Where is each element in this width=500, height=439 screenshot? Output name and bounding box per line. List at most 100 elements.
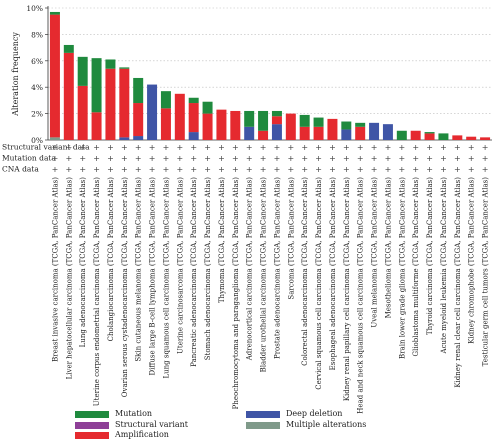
track-marker: + <box>343 165 350 174</box>
track-marker: + <box>371 154 378 163</box>
bar-deep-deletion-skin-cutaneous-melanoma <box>133 136 144 140</box>
y-tick-label: 0% <box>31 136 43 145</box>
track-marker: + <box>190 165 197 174</box>
x-tick-label-liver-hepatocellular-carcinoma: Liver hepatocellular carcinoma (TCGA, Pa… <box>65 177 73 380</box>
track-marker: + <box>412 165 419 174</box>
track-marker: + <box>371 165 378 174</box>
bar-deep-deletion-ovarian-serous-cystadenocarcinoma <box>119 137 130 140</box>
bar-amplification-kidney-renal-clear-cell-carcinoma <box>452 135 463 140</box>
track-marker: + <box>79 165 86 174</box>
track-marker: + <box>426 165 433 174</box>
track-marker: + <box>329 165 336 174</box>
track-marker: + <box>176 143 183 152</box>
y-axis-label: Alteration frequency <box>11 32 20 117</box>
track-marker: + <box>163 165 170 174</box>
legend-label-multiple-alterations: Multiple alterations <box>286 420 367 429</box>
bar-mutation-liver-hepatocellular-carcinoma <box>63 44 74 53</box>
bar-mutation-pancreatic-adenocarcinoma <box>188 97 199 104</box>
bar-amplification-breast-invasive-carcinoma <box>49 14 60 138</box>
track-marker: + <box>163 154 170 163</box>
track-marker: + <box>426 154 433 163</box>
track-marker: + <box>385 165 392 174</box>
x-tick-label-thyroid-carcinoma: Thyroid carcinoma (TCGA, PanCancer Atlas… <box>426 177 434 335</box>
track-marker: + <box>440 143 447 152</box>
track-marker: + <box>301 154 308 163</box>
bar-mutation-cervical-squamous-cell-carcinoma <box>313 117 324 127</box>
track-marker: + <box>204 154 211 163</box>
track-marker: + <box>93 165 100 174</box>
track-marker: + <box>315 165 322 174</box>
track-marker: + <box>357 165 364 174</box>
bar-mutation-thyroid-carcinoma <box>424 132 435 134</box>
bar-amplification-sarcoma <box>285 113 296 140</box>
track-marker: + <box>482 143 489 152</box>
bar-amplification-esophageal-adenocarcinoma <box>327 118 338 140</box>
bar-amplification-uterine-carcinosarcoma <box>174 93 185 140</box>
track-marker: + <box>135 143 142 152</box>
track-marker: + <box>301 165 308 174</box>
legend-item-structural-variant: Structural variant <box>75 420 188 429</box>
track-marker: + <box>398 143 405 152</box>
x-tick-label-bladder-urothelial-carcinoma: Bladder urothelial carcinoma (TCGA, PanC… <box>260 177 268 373</box>
track-marker: + <box>232 143 239 152</box>
bar-amplification-cervical-squamous-cell-carcinoma <box>313 126 324 140</box>
track-marker: + <box>343 154 350 163</box>
x-tick-label-kidney-renal-clear-cell-carcinoma: Kidney renal clear cell carcinoma (TCGA,… <box>454 177 462 388</box>
legend-swatch-mutation <box>75 410 109 418</box>
track-marker: + <box>107 143 114 152</box>
track-marker: + <box>315 154 322 163</box>
legend-swatch-multiple-alterations <box>246 421 280 429</box>
x-tick-label-uterine-carcinosarcoma: Uterine carcinosarcoma (TCGA, PanCancer … <box>176 177 184 354</box>
x-tick-label-cervical-squamous-cell-carcinoma: Cervical squamous cell carcinoma (TCGA, … <box>315 177 323 390</box>
track-marker: + <box>121 165 128 174</box>
track-marker: + <box>52 154 59 163</box>
track-marker: + <box>468 165 475 174</box>
x-tick-label-lung-adenocarcinoma: Lung adenocarcinoma (TCGA, PanCancer Atl… <box>79 177 87 348</box>
bar-deep-deletion-uveal-melanoma <box>369 122 380 140</box>
x-tick-label-colorectal-adenocarcinoma: Colorectal adenocarcinoma (TCGA, PanCanc… <box>301 177 309 366</box>
track-marker: + <box>121 143 128 152</box>
y-tick-label: 2% <box>31 110 43 119</box>
track-marker: + <box>149 154 156 163</box>
legend-label-structural-variant: Structural variant <box>115 420 189 429</box>
bar-mutation-lung-adenocarcinoma <box>77 56 88 86</box>
track-marker: + <box>274 143 281 152</box>
track-marker: + <box>260 165 267 174</box>
track-marker: + <box>65 143 72 152</box>
track-marker: + <box>329 154 336 163</box>
bar-amplification-glioblastoma-multiforme <box>410 130 421 140</box>
track-marker: + <box>190 143 197 152</box>
x-tick-label-sarcoma: Sarcoma (TCGA, PanCancer Atlas) <box>287 177 295 300</box>
bar-mutation-uterine-corpus-endometrial-carcinoma <box>91 58 102 113</box>
x-tick-label-brain-lower-grade-glioma: Brain lower grade glioma (TCGA, PanCance… <box>398 177 406 359</box>
track-marker: + <box>93 154 100 163</box>
x-tick-label-skin-cutaneous-melanoma: Skin cutaneous melanoma (TCGA, PanCancer… <box>135 177 143 362</box>
track-marker: + <box>260 143 267 152</box>
y-tick-label: 6% <box>31 57 43 66</box>
x-tick-label-kidney-renal-papillary-cell-carcinoma: Kidney renal papillary cell carcinoma (T… <box>343 177 351 401</box>
legend-label-mutation: Mutation <box>115 409 153 418</box>
track-marker: + <box>468 154 475 163</box>
track-marker: + <box>274 154 281 163</box>
bar-amplification-head-and-neck-squamous-cell-carcinoma <box>355 126 366 140</box>
bar-mutation-brain-lower-grade-glioma <box>396 130 407 140</box>
track-marker: + <box>149 143 156 152</box>
x-tick-label-lung-squamous-cell-carcinoma: Lung squamous cell carcinoma (TCGA, PanC… <box>162 177 170 379</box>
track-marker: + <box>412 154 419 163</box>
bar-mutation-adrenocortical-carcinoma <box>244 110 255 127</box>
x-tick-label-uveal-melanoma: Uveal melanoma (TCGA, PanCancer Atlas) <box>371 177 379 328</box>
legend-item-deep-deletion: Deep deletion <box>246 409 342 418</box>
track-marker: + <box>329 143 336 152</box>
bar-amplification-colorectal-adenocarcinoma <box>299 126 310 140</box>
bar-mutation-stomach-adenocarcinoma <box>202 101 213 114</box>
bar-amplification-liver-hepatocellular-carcinoma <box>63 52 74 140</box>
track-marker: + <box>482 154 489 163</box>
x-tick-label-cholangiocarcinoma: Cholangiocarcinoma (TCGA, PanCancer Atla… <box>107 177 115 342</box>
x-tick-label-kidney-chromophobe: Kidney chromophobe (TCGA, PanCancer Atla… <box>468 177 476 344</box>
bar-mutation-cholangiocarcinoma <box>105 59 116 69</box>
track-marker: + <box>385 154 392 163</box>
x-tick-label-prostate-adenocarcinoma: Prostate adenocarcinoma (TCGA, PanCancer… <box>273 177 281 359</box>
bar-amplification-skin-cutaneous-melanoma <box>133 103 144 137</box>
bar-amplification-ovarian-serous-cystadenocarcinoma <box>119 68 130 138</box>
bar-amplification-lung-adenocarcinoma <box>77 85 88 140</box>
